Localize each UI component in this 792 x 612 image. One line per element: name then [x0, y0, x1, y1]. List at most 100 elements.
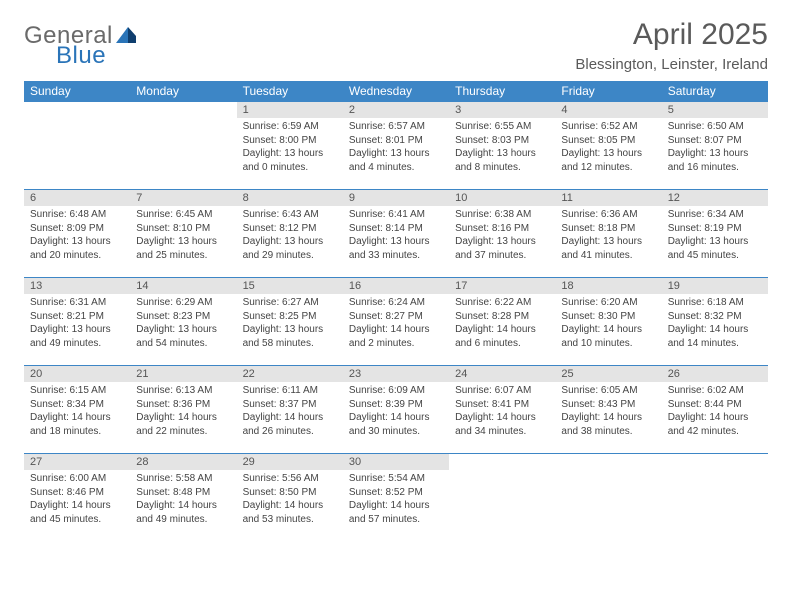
day-body: Sunrise: 5:54 AMSunset: 8:52 PMDaylight:… [343, 470, 449, 530]
daylight-line: Daylight: 14 hours and 6 minutes. [455, 324, 536, 349]
day-number: 13 [24, 278, 130, 294]
sunrise-line: Sunrise: 6:11 AM [243, 385, 318, 396]
sunrise-line: Sunrise: 6:48 AM [30, 209, 106, 220]
daylight-line: Daylight: 13 hours and 29 minutes. [243, 236, 324, 261]
weekday-header: Friday [555, 81, 661, 102]
day-body: Sunrise: 6:38 AMSunset: 8:16 PMDaylight:… [449, 206, 555, 266]
sunrise-line: Sunrise: 6:45 AM [136, 209, 212, 220]
sunrise-line: Sunrise: 5:58 AM [136, 473, 212, 484]
title-block: April 2025 Blessington, Leinster, Irelan… [575, 18, 768, 73]
sunset-line: Sunset: 8:43 PM [561, 399, 635, 410]
day-number: 23 [343, 366, 449, 382]
day-body: Sunrise: 6:59 AM Sunset: 8:00 PM Daylight:… [237, 118, 343, 178]
day-body: Sunrise: 6:00 AMSunset: 8:46 PMDaylight:… [24, 470, 130, 530]
sunset-line: Sunset: 8:01 PM [349, 135, 423, 146]
sunrise-line: Sunrise: 6:22 AM [455, 297, 531, 308]
calendar-cell: 2Sunrise: 6:57 AMSunset: 8:01 PMDaylight… [343, 102, 449, 190]
daylight-line: Daylight: 14 hours and 26 minutes. [243, 412, 324, 437]
sunset-line: Sunset: 8:16 PM [455, 223, 529, 234]
sunrise-line: Sunrise: 6:36 AM [561, 209, 637, 220]
sunrise-line: Sunrise: 6:13 AM [136, 385, 212, 396]
calendar-cell: 16Sunrise: 6:24 AMSunset: 8:27 PMDayligh… [343, 278, 449, 366]
daylight-line: Daylight: 13 hours and 0 minutes. [243, 148, 324, 173]
calendar-cell: . [449, 454, 555, 542]
daylight-line: Daylight: 14 hours and 22 minutes. [136, 412, 217, 437]
day-body: Sunrise: 6:57 AM Sunset: 8:01 PM Daylight:… [343, 118, 449, 178]
daylight-line: Daylight: 13 hours and 20 minutes. [30, 236, 111, 261]
sunrise-line: Sunrise: 6:41 AM [349, 209, 425, 220]
calendar-week-row: 13Sunrise: 6:31 AMSunset: 8:21 PMDayligh… [24, 278, 768, 366]
daylight-line: Daylight: 14 hours and 10 minutes. [561, 324, 642, 349]
day-number: 20 [24, 366, 130, 382]
day-body: Sunrise: 6:07 AMSunset: 8:41 PMDaylight:… [449, 382, 555, 442]
sunset-line: Sunset: 8:21 PM [30, 311, 104, 322]
calendar-cell: 15Sunrise: 6:27 AMSunset: 8:25 PMDayligh… [237, 278, 343, 366]
sunset-line: Sunset: 8:30 PM [561, 311, 635, 322]
calendar-cell: 22Sunrise: 6:11 AMSunset: 8:37 PMDayligh… [237, 366, 343, 454]
weekday-header: Saturday [662, 81, 768, 102]
sunrise-line: Sunrise: 6:57 AM [349, 121, 425, 132]
daylight-line: Daylight: 14 hours and 45 minutes. [30, 500, 111, 525]
weekday-row: SundayMondayTuesdayWednesdayThursdayFrid… [24, 81, 768, 102]
day-body: Sunrise: 6:52 AMSunset: 8:05 PMDaylight:… [555, 118, 661, 178]
sunrise-line: Sunrise: 5:56 AM [243, 473, 319, 484]
sunset-line: Sunset: 8:37 PM [243, 399, 317, 410]
weekday-header: Wednesday [343, 81, 449, 102]
daylight-line: Daylight: 13 hours and 58 minutes. [243, 324, 324, 349]
sunset-line: Sunset: 8:41 PM [455, 399, 529, 410]
daylight-line: Daylight: 14 hours and 14 minutes. [668, 324, 749, 349]
sunset-line: Sunset: 8:27 PM [349, 311, 423, 322]
weekday-header: Monday [130, 81, 236, 102]
sunset-line: Sunset: 8:50 PM [243, 487, 317, 498]
daylight-line: Daylight: 13 hours and 4 minutes. [349, 148, 430, 173]
day-number: 29 [237, 454, 343, 470]
daylight-line: Daylight: 13 hours and 16 minutes. [668, 148, 749, 173]
month-title: April 2025 [575, 18, 768, 52]
day-number: 17 [449, 278, 555, 294]
day-number: 24 [449, 366, 555, 382]
daylight-line: Daylight: 14 hours and 49 minutes. [136, 500, 217, 525]
sunrise-line: Sunrise: 6:15 AM [30, 385, 106, 396]
day-body: Sunrise: 6:27 AMSunset: 8:25 PMDaylight:… [237, 294, 343, 354]
calendar-cell: 4Sunrise: 6:52 AMSunset: 8:05 PMDaylight… [555, 102, 661, 190]
sunset-line: Sunset: 8:09 PM [30, 223, 104, 234]
header: General April 2025 Blessington, Leinster… [24, 18, 768, 73]
calendar-cell: 21Sunrise: 6:13 AMSunset: 8:36 PMDayligh… [130, 366, 236, 454]
sunrise-line: Sunrise: 6:59 AM [243, 121, 319, 132]
calendar-cell: 26Sunrise: 6:02 AMSunset: 8:44 PMDayligh… [662, 366, 768, 454]
day-body: Sunrise: 6:34 AMSunset: 8:19 PMDaylight:… [662, 206, 768, 266]
sunset-line: Sunset: 8:12 PM [243, 223, 317, 234]
sunrise-line: Sunrise: 6:02 AM [668, 385, 744, 396]
day-number: 18 [555, 278, 661, 294]
sunrise-line: Sunrise: 5:54 AM [349, 473, 425, 484]
sunrise-line: Sunrise: 6:38 AM [455, 209, 531, 220]
calendar-head: SundayMondayTuesdayWednesdayThursdayFrid… [24, 81, 768, 102]
calendar-week-row: ..1Sunrise: 6:59 AMSunset: 8:00 PMDaylig… [24, 102, 768, 190]
day-number: 3 [449, 102, 555, 118]
sunrise-line: Sunrise: 6:05 AM [561, 385, 637, 396]
calendar-cell: 5Sunrise: 6:50 AMSunset: 8:07 PMDaylight… [662, 102, 768, 190]
sunrise-line: Sunrise: 6:55 AM [455, 121, 531, 132]
sunrise-line: Sunrise: 6:43 AM [243, 209, 319, 220]
day-number: 19 [662, 278, 768, 294]
day-number: 12 [662, 190, 768, 206]
weekday-header: Thursday [449, 81, 555, 102]
day-body: Sunrise: 6:55 AMSunset: 8:03 PMDaylight:… [449, 118, 555, 178]
day-number: 9 [343, 190, 449, 206]
day-number: 25 [555, 366, 661, 382]
daylight-line: Daylight: 13 hours and 41 minutes. [561, 236, 642, 261]
daylight-line: Daylight: 14 hours and 42 minutes. [668, 412, 749, 437]
calendar-cell: 7Sunrise: 6:45 AMSunset: 8:10 PMDaylight… [130, 190, 236, 278]
daylight-line: Daylight: 14 hours and 18 minutes. [30, 412, 111, 437]
sunset-line: Sunset: 8:25 PM [243, 311, 317, 322]
calendar-cell: 30Sunrise: 5:54 AMSunset: 8:52 PMDayligh… [343, 454, 449, 542]
daylight-line: Daylight: 13 hours and 45 minutes. [668, 236, 749, 261]
sunset-line: Sunset: 8:36 PM [136, 399, 210, 410]
sunset-line: Sunset: 8:00 PM [243, 135, 317, 146]
daylight-line: Daylight: 14 hours and 2 minutes. [349, 324, 430, 349]
day-number: 6 [24, 190, 130, 206]
sunrise-line: Sunrise: 6:50 AM [668, 121, 744, 132]
calendar-cell: 18Sunrise: 6:20 AMSunset: 8:30 PMDayligh… [555, 278, 661, 366]
sunset-line: Sunset: 8:46 PM [30, 487, 104, 498]
sunset-line: Sunset: 8:39 PM [349, 399, 423, 410]
